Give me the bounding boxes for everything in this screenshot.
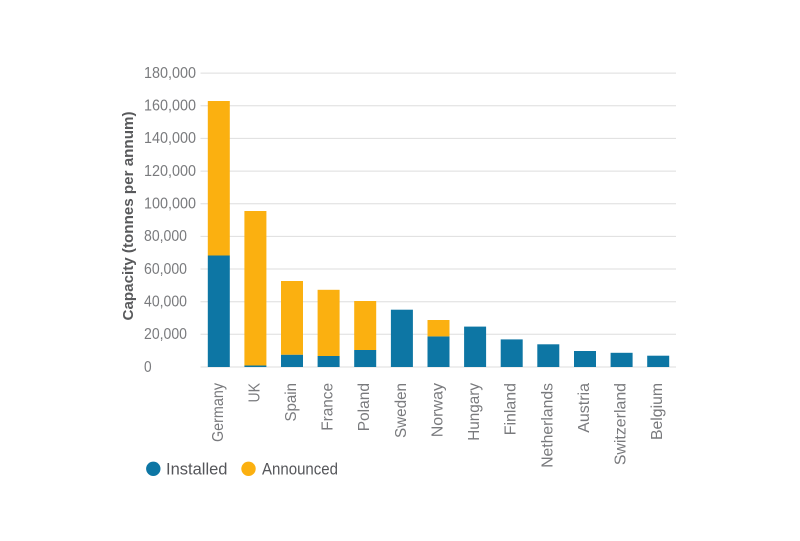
- svg-text:160,000: 160,000: [144, 98, 196, 115]
- svg-text:120,000: 120,000: [144, 163, 196, 180]
- svg-text:20,000: 20,000: [144, 326, 187, 343]
- svg-text:France: France: [320, 383, 337, 431]
- svg-text:40,000: 40,000: [144, 294, 187, 311]
- svg-text:100,000: 100,000: [144, 196, 196, 213]
- svg-text:UK: UK: [246, 382, 263, 402]
- svg-text:Austria: Austria: [576, 383, 593, 433]
- svg-text:Hungary: Hungary: [466, 383, 483, 441]
- svg-text:Capacity (tonnes per annum): Capacity (tonnes per annum): [120, 112, 137, 321]
- svg-text:180,000: 180,000: [144, 65, 196, 82]
- svg-text:140,000: 140,000: [144, 130, 196, 147]
- svg-text:0: 0: [144, 359, 152, 376]
- svg-text:80,000: 80,000: [144, 228, 187, 245]
- svg-text:Belgium: Belgium: [649, 383, 666, 440]
- svg-text:Installed: Installed: [166, 460, 228, 478]
- svg-text:60,000: 60,000: [144, 261, 187, 278]
- svg-text:Spain: Spain: [283, 383, 300, 422]
- svg-text:Germany: Germany: [210, 383, 227, 442]
- svg-text:Norway: Norway: [430, 383, 447, 438]
- svg-text:Finland: Finland: [503, 383, 520, 435]
- svg-text:Poland: Poland: [356, 383, 373, 431]
- svg-text:Switzerland: Switzerland: [613, 383, 630, 465]
- svg-text:Sweden: Sweden: [393, 383, 410, 438]
- svg-text:Announced: Announced: [262, 460, 338, 478]
- svg-text:Netherlands: Netherlands: [539, 383, 556, 468]
